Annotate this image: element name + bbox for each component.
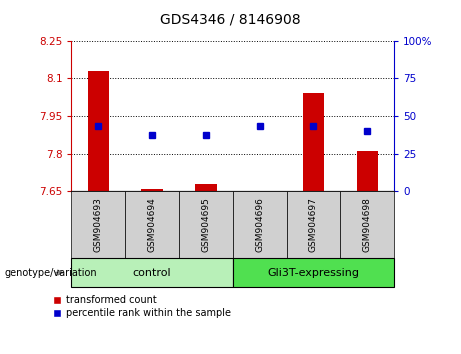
Bar	[340, 191, 394, 258]
Bar	[233, 258, 394, 287]
Text: genotype/variation: genotype/variation	[5, 268, 97, 278]
Text: control: control	[133, 268, 171, 278]
Bar	[71, 258, 233, 287]
Bar	[179, 191, 233, 258]
Bar	[287, 191, 340, 258]
Text: GSM904694: GSM904694	[148, 198, 157, 252]
Bar	[125, 191, 179, 258]
Text: GSM904697: GSM904697	[309, 197, 318, 252]
Text: GSM904693: GSM904693	[94, 197, 103, 252]
Text: GDS4346 / 8146908: GDS4346 / 8146908	[160, 12, 301, 27]
Text: GSM904696: GSM904696	[255, 197, 264, 252]
Bar	[142, 189, 163, 191]
Bar	[356, 151, 378, 191]
Text: GSM904698: GSM904698	[363, 197, 372, 252]
Bar	[233, 191, 287, 258]
Text: Gli3T-expressing: Gli3T-expressing	[267, 268, 360, 278]
Bar	[249, 191, 271, 192]
Bar	[88, 71, 109, 191]
Bar	[71, 191, 125, 258]
Bar	[303, 93, 324, 191]
Bar	[195, 184, 217, 191]
Legend: transformed count, percentile rank within the sample: transformed count, percentile rank withi…	[53, 295, 231, 318]
Text: GSM904695: GSM904695	[201, 197, 210, 252]
